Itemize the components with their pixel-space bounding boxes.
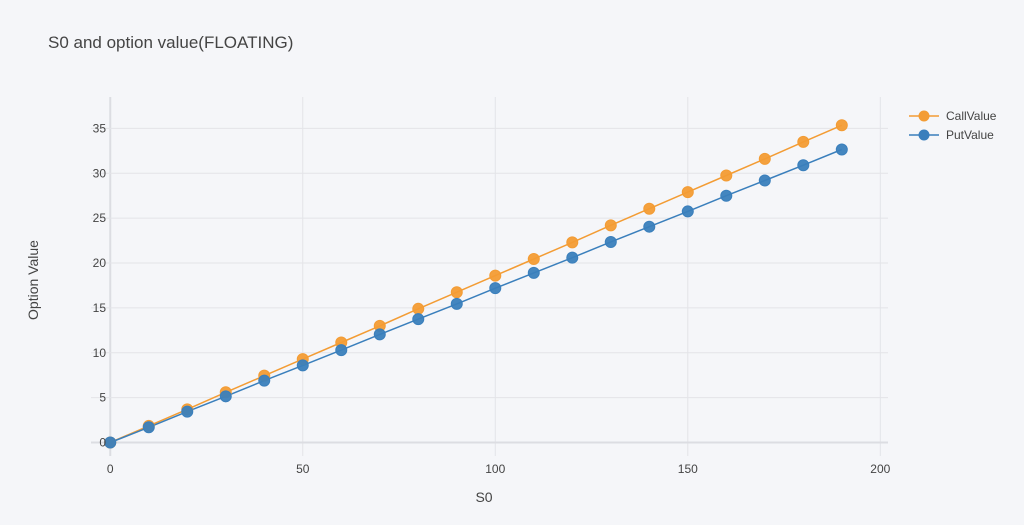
y-tick-label: 30 (93, 166, 107, 180)
data-point-putvalue (219, 390, 232, 403)
x-tick-label: 50 (296, 462, 310, 476)
data-point-putvalue (412, 313, 425, 326)
data-point-putvalue (604, 235, 617, 248)
data-point-callvalue (527, 252, 540, 265)
series-layer (104, 119, 848, 449)
series-line-callvalue (110, 124, 843, 444)
data-point-callvalue (797, 135, 810, 148)
x-tick-label: 150 (678, 462, 698, 476)
series-line-putvalue (110, 148, 843, 444)
x-tick-label: 200 (870, 462, 890, 476)
data-point-callvalue (835, 119, 848, 132)
data-point-callvalue (681, 186, 694, 199)
y-tick-label: 15 (93, 301, 107, 315)
data-point-callvalue (643, 202, 656, 215)
data-point-putvalue (258, 374, 271, 387)
data-point-putvalue (720, 189, 733, 202)
data-point-putvalue (527, 266, 540, 279)
data-point-callvalue (412, 302, 425, 315)
y-tick-label: 0 (99, 436, 106, 450)
chart-title: S0 and option value(FLOATING) (48, 33, 293, 52)
y-tick-label: 5 (99, 391, 106, 405)
x-tick-label: 0 (107, 462, 114, 476)
data-point-callvalue (720, 169, 733, 182)
legend-marker (918, 110, 930, 122)
y-tick-label: 25 (93, 211, 107, 225)
legend-marker (918, 129, 930, 141)
data-point-callvalue (450, 286, 463, 299)
y-tick-label: 20 (93, 256, 107, 270)
data-point-putvalue (142, 421, 155, 434)
data-point-callvalue (758, 152, 771, 165)
data-point-callvalue (604, 219, 617, 232)
data-point-putvalue (296, 359, 309, 372)
data-point-putvalue (566, 251, 579, 264)
data-point-putvalue (835, 143, 848, 156)
data-point-putvalue (104, 436, 117, 449)
legend-label: CallValue (946, 109, 997, 123)
y-tick-label: 10 (93, 346, 107, 360)
data-point-putvalue (181, 405, 194, 418)
x-axis-title: S0 (475, 489, 492, 505)
data-point-putvalue (797, 159, 810, 172)
data-point-putvalue (373, 328, 386, 341)
data-point-callvalue (489, 269, 502, 282)
data-point-putvalue (335, 344, 348, 357)
y-tick-label: 35 (93, 121, 107, 135)
data-point-putvalue (450, 297, 463, 310)
legend-label: PutValue (946, 128, 994, 142)
data-point-putvalue (643, 220, 656, 233)
y-axis-title: Option Value (25, 240, 41, 320)
data-point-putvalue (758, 174, 771, 187)
data-point-callvalue (566, 236, 579, 249)
legend-item-callvalue[interactable]: CallValue (909, 109, 997, 123)
legend[interactable]: CallValue PutValue (909, 109, 997, 142)
x-tick-label: 100 (485, 462, 505, 476)
data-point-putvalue (681, 205, 694, 218)
legend-item-putvalue[interactable]: PutValue (909, 128, 994, 142)
data-point-putvalue (489, 282, 502, 295)
tick-labels: 0 50 100 150 200 0 5 10 15 20 25 30 35 (93, 121, 891, 476)
